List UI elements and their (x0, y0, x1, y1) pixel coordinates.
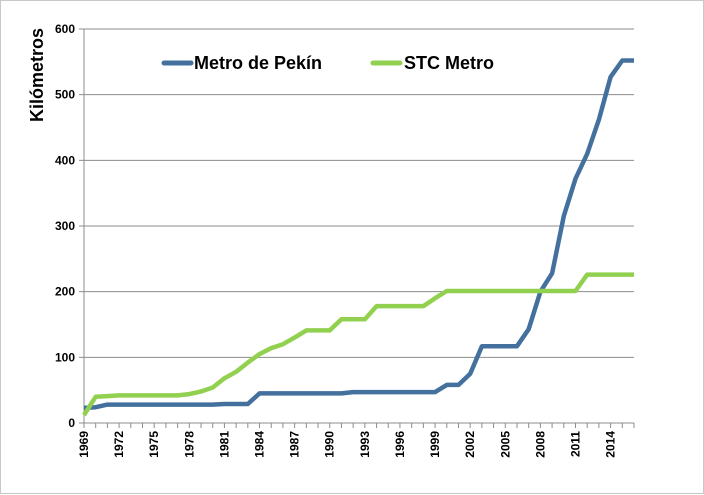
y-tick-label: 100 (55, 350, 75, 364)
x-tick-label: 1987 (288, 431, 302, 458)
x-tick-label: 1993 (358, 431, 372, 458)
y-tick-label: 600 (55, 22, 75, 36)
y-axis-ticks: 0 100 200 300 400 500 600 (55, 22, 84, 430)
y-tick-label: 500 (55, 88, 75, 102)
x-tick-label: 2005 (498, 431, 512, 458)
x-tick-label: 2014 (604, 431, 618, 458)
series-line-stc-metro (82, 272, 634, 417)
x-tick-label: 2008 (533, 431, 547, 458)
x-tick-label: 1996 (393, 431, 407, 458)
legend: Metro de Pekín STC Metro (161, 53, 494, 73)
y-tick-label: 200 (55, 285, 75, 299)
x-tick-label: 1969 (77, 431, 91, 458)
y-tick-label: 0 (68, 416, 75, 430)
gridlines (84, 28, 634, 358)
x-tick-label: 1975 (147, 431, 161, 458)
y-tick-label: 400 (55, 153, 75, 167)
x-tick-label: 1978 (182, 431, 196, 458)
x-tick-label: 2011 (568, 431, 582, 457)
legend-label-metro-de-pekin: Metro de Pekín (194, 53, 322, 73)
y-tick-label: 300 (55, 219, 75, 233)
x-tick-label: 1999 (428, 431, 442, 458)
x-tick-label: 1972 (112, 431, 126, 458)
x-tick-label: 1981 (217, 431, 231, 458)
x-tick-label: 1990 (323, 431, 337, 458)
series-line-metro-de-pekin (83, 58, 634, 411)
series-lines (82, 58, 634, 417)
legend-label-stc-metro: STC Metro (404, 53, 494, 73)
y-axis-label: Kilómetros (27, 28, 47, 122)
x-axis-ticks: 1969 1972 1975 1978 1981 1984 1987 1990 1993 1996… (77, 423, 635, 458)
x-tick-label: 2002 (463, 431, 477, 458)
x-tick-label: 1984 (253, 431, 267, 458)
